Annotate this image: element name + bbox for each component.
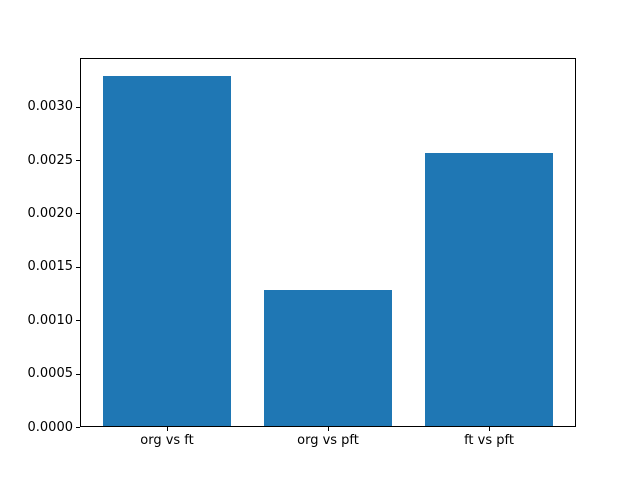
y-tick-mark <box>76 107 80 108</box>
x-tick-mark <box>489 427 490 431</box>
y-tick-label: 0.0030 <box>27 99 74 115</box>
y-tick-label: 0.0025 <box>27 152 74 168</box>
x-tick-label: ft vs pft <box>464 433 514 448</box>
bar-org-vs-pft <box>263 290 393 427</box>
y-tick-mark <box>76 213 80 214</box>
x-tick-label: org vs ft <box>140 433 194 448</box>
x-tick-mark <box>328 427 329 431</box>
y-tick-label: 0.0000 <box>27 419 74 435</box>
y-tick-label: 0.0010 <box>27 312 74 328</box>
x-tick-mark <box>167 427 168 431</box>
y-tick-mark <box>76 374 80 375</box>
y-tick-mark <box>76 160 80 161</box>
x-tick-label: org vs pft <box>297 433 359 448</box>
bar-org-vs-ft <box>102 75 232 427</box>
y-tick-mark <box>76 267 80 268</box>
y-tick-label: 0.0020 <box>27 205 74 221</box>
bar-ft-vs-pft <box>424 152 554 427</box>
y-tick-label: 0.0005 <box>27 366 74 382</box>
y-tick-mark <box>76 427 80 428</box>
y-tick-label: 0.0015 <box>27 259 74 275</box>
y-tick-mark <box>76 320 80 321</box>
